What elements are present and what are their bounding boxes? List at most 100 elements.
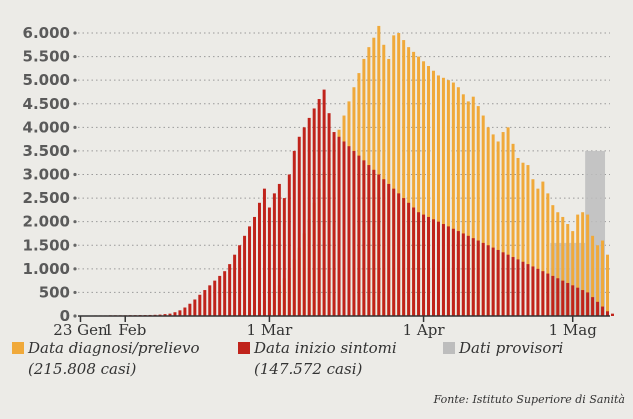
x-tick-label: 1 Mar [247,321,294,339]
bar-sintomi [208,285,211,316]
bar-sintomi [288,175,291,317]
bar-sintomi [278,184,281,316]
bar-sintomi [512,257,515,316]
bar-sintomi [382,179,385,316]
bar-sintomi [273,193,276,316]
legend-swatch-diagnosi [12,342,24,354]
y-tick-label: 1.000 [23,260,70,278]
y-tick-label: 1.500 [23,236,70,254]
y-tick-mark [73,31,76,34]
legend-sub-diagnosi: (215.808 casi) [28,360,136,378]
y-tick-label: 2.500 [23,189,70,207]
bar-sintomi [392,189,395,316]
bar-sintomi [581,290,584,316]
y-tick-label: 2.000 [23,213,70,231]
y-tick-mark [73,79,76,82]
legend-swatch-sintomi [238,342,250,354]
bar-sintomi [541,271,544,316]
y-tick-mark [73,173,76,176]
y-tick-mark [73,196,76,199]
bar-sintomi [576,288,579,316]
bar-sintomi [487,245,490,316]
bar-sintomi [586,292,589,316]
bar-sintomi [412,208,415,316]
bar-sintomi [248,226,251,316]
bar-sintomi [203,290,206,316]
y-tick-mark [73,220,76,223]
bar-sintomi [323,90,326,316]
bar-sintomi [268,208,271,316]
bar-sintomi [318,99,321,316]
bar-sintomi [258,203,261,316]
bar-sintomi [313,108,316,316]
y-tick-mark [73,149,76,152]
bar-sintomi [437,222,440,316]
bar-sintomi [517,259,520,316]
y-tick-label: 4.000 [23,118,70,136]
bar-sintomi [228,264,231,316]
bar-sintomi [223,271,226,316]
bar-sintomi [198,295,201,316]
bar-sintomi [233,255,236,316]
legend-label-provvisori: Dati provisori [458,339,564,357]
bar-sintomi [333,132,336,316]
bar-sintomi [526,264,529,316]
bar-sintomi [477,241,480,316]
bar-sintomi [338,137,341,316]
bar-sintomi [551,276,554,316]
legend-swatch-provvisori [443,342,455,354]
bar-sintomi [497,250,500,316]
bar-sintomi [178,310,181,316]
bar-sintomi [303,127,306,316]
y-tick-mark [73,102,76,105]
y-tick-label: 4.500 [23,95,70,113]
bar-sintomi [561,281,564,316]
bar-sintomi [308,118,311,316]
bar-sintomi [507,255,510,316]
bar-sintomi [377,175,380,317]
bar-sintomi [531,266,534,316]
x-tick-label: 23 Gen [53,321,108,339]
bar-sintomi [452,229,455,316]
y-tick-label: 500 [39,283,70,301]
bar-sintomi [367,165,370,316]
bar-sintomi [193,299,196,316]
y-tick-label: 5.000 [23,71,70,89]
x-tick-label: 1 Feb [104,321,146,339]
bar-sintomi [328,113,331,316]
bar-sintomi [213,281,216,316]
bar-sintomi [457,231,460,316]
bar-sintomi [521,262,524,316]
bar-sintomi [546,274,549,316]
bar-sintomi [253,217,256,316]
bar-sintomi [482,243,485,316]
bar-sintomi [238,245,241,316]
y-tick-mark [73,244,76,247]
bar-sintomi [502,252,505,316]
bar-sintomi [347,146,350,316]
y-tick-mark [73,267,76,270]
bar-sintomi [566,283,569,316]
bar-sintomi [188,304,191,316]
bar-sintomi [447,226,450,316]
bar-sintomi [402,198,405,316]
y-tick-mark [73,291,76,294]
bar-sintomi [183,308,186,316]
bar-sintomi [372,170,375,316]
bar-sintomi [387,184,390,316]
legend-sub-sintomi: (147.572 casi) [254,360,362,378]
legend-label-sintomi: Data inizio sintomi [253,339,397,357]
x-tick-label: 1 Mag [549,321,598,339]
bar-sintomi [462,233,465,316]
bar-diagnosi [601,241,604,316]
bar-sintomi [298,137,301,316]
y-tick-label: 3.000 [23,166,70,184]
bar-sintomi [601,307,604,316]
bar-sintomi [472,238,475,316]
source-note: Fonte: Istituto Superiore di Sanità [433,393,625,406]
y-tick-mark [73,314,76,317]
legend-label-diagnosi: Data diagnosi/prelievo [27,339,200,357]
bar-sintomi [596,302,599,316]
